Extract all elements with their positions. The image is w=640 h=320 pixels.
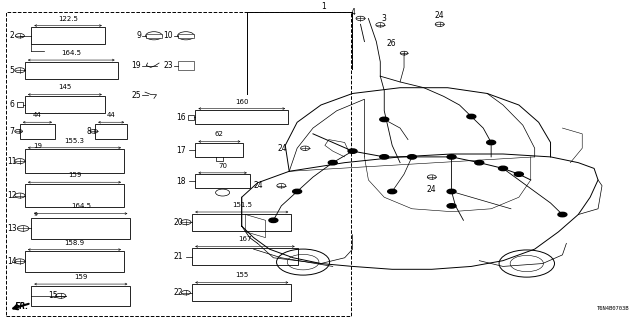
Text: 164.5: 164.5 xyxy=(61,50,81,56)
Text: 24: 24 xyxy=(254,181,264,190)
Text: 24: 24 xyxy=(427,185,436,194)
Text: 44: 44 xyxy=(107,112,116,118)
Text: 20: 20 xyxy=(173,218,182,227)
Circle shape xyxy=(447,189,456,194)
Text: 14: 14 xyxy=(8,257,17,266)
Text: 159: 159 xyxy=(68,172,81,178)
Bar xyxy=(195,174,250,188)
Text: 12: 12 xyxy=(8,191,17,200)
Text: T6N4B0703B: T6N4B0703B xyxy=(597,307,630,311)
Bar xyxy=(192,248,298,265)
Text: 6: 6 xyxy=(10,100,15,109)
Text: 25: 25 xyxy=(132,91,141,100)
Text: 3: 3 xyxy=(381,14,386,23)
Text: 151.5: 151.5 xyxy=(232,202,252,208)
Text: 16: 16 xyxy=(176,113,186,122)
Circle shape xyxy=(475,160,484,165)
Text: 155.3: 155.3 xyxy=(65,138,84,144)
Bar xyxy=(178,34,193,38)
Text: 160: 160 xyxy=(235,99,248,105)
Text: 19: 19 xyxy=(33,143,42,148)
Bar xyxy=(147,34,162,38)
Text: 18: 18 xyxy=(177,177,186,186)
Text: 26: 26 xyxy=(387,39,396,48)
Circle shape xyxy=(467,114,476,119)
Bar xyxy=(95,124,127,139)
Circle shape xyxy=(348,149,357,153)
Text: 8: 8 xyxy=(86,127,91,136)
Text: 145: 145 xyxy=(58,84,72,91)
Text: 2: 2 xyxy=(10,31,15,40)
Circle shape xyxy=(558,212,567,217)
Text: 155: 155 xyxy=(235,272,248,278)
Text: 62: 62 xyxy=(215,132,224,137)
Circle shape xyxy=(269,218,278,222)
Bar xyxy=(31,218,131,239)
Text: 1: 1 xyxy=(321,2,326,11)
Bar xyxy=(25,251,124,272)
Text: 9: 9 xyxy=(136,31,141,40)
Circle shape xyxy=(447,204,456,208)
Bar xyxy=(25,96,105,113)
Text: 122.5: 122.5 xyxy=(58,15,78,21)
Text: 167: 167 xyxy=(238,236,252,242)
Text: 17: 17 xyxy=(176,146,186,155)
Circle shape xyxy=(292,189,301,194)
Bar xyxy=(25,149,124,173)
Circle shape xyxy=(499,166,508,171)
Bar xyxy=(25,184,124,207)
Circle shape xyxy=(486,140,495,145)
Text: 5: 5 xyxy=(10,66,15,75)
Text: 9: 9 xyxy=(33,212,37,217)
Text: 19: 19 xyxy=(132,61,141,70)
Text: 22: 22 xyxy=(173,288,182,297)
Circle shape xyxy=(515,172,524,176)
Text: 158.9: 158.9 xyxy=(65,240,84,245)
Text: 15: 15 xyxy=(48,291,58,300)
Text: 164.5: 164.5 xyxy=(71,204,91,210)
Text: 7: 7 xyxy=(10,127,15,136)
Circle shape xyxy=(380,155,388,159)
Bar xyxy=(31,27,105,44)
Bar xyxy=(192,213,291,231)
Bar xyxy=(192,284,291,301)
Bar xyxy=(188,115,194,120)
Text: 24: 24 xyxy=(278,144,287,153)
Text: 13: 13 xyxy=(8,224,17,233)
Bar xyxy=(25,62,118,79)
Text: 24: 24 xyxy=(435,11,445,20)
Bar xyxy=(17,102,23,107)
Bar xyxy=(195,143,243,157)
Circle shape xyxy=(388,189,397,194)
Text: 4: 4 xyxy=(350,8,355,17)
Text: 11: 11 xyxy=(8,156,17,165)
Text: 44: 44 xyxy=(33,112,42,118)
Bar xyxy=(31,286,131,306)
Text: 10: 10 xyxy=(163,31,173,40)
Circle shape xyxy=(380,117,388,122)
Bar xyxy=(178,61,194,70)
Text: 21: 21 xyxy=(173,252,182,261)
Text: 70: 70 xyxy=(218,163,227,169)
Bar xyxy=(20,124,55,139)
Text: FR.: FR. xyxy=(15,302,29,311)
Text: 159: 159 xyxy=(74,274,88,280)
Text: 23: 23 xyxy=(163,61,173,70)
Bar xyxy=(195,110,288,124)
Circle shape xyxy=(408,155,417,159)
Circle shape xyxy=(447,155,456,159)
Circle shape xyxy=(328,160,337,165)
